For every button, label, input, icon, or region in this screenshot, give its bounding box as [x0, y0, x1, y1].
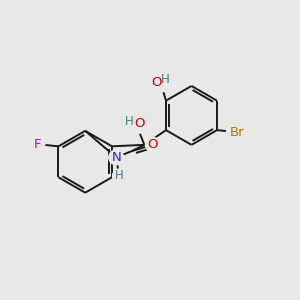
Circle shape	[226, 122, 247, 142]
Text: Br: Br	[230, 126, 244, 139]
Text: H: H	[115, 169, 124, 182]
Circle shape	[112, 169, 126, 182]
Text: O: O	[148, 138, 158, 151]
Text: H: H	[125, 116, 134, 128]
Circle shape	[124, 112, 147, 134]
Text: O: O	[134, 117, 145, 130]
Circle shape	[149, 70, 171, 92]
Circle shape	[30, 137, 45, 152]
Circle shape	[146, 137, 160, 152]
Text: O: O	[151, 76, 162, 89]
Text: H: H	[161, 73, 170, 86]
Text: F: F	[34, 138, 41, 151]
Circle shape	[109, 150, 124, 165]
Text: N: N	[111, 151, 121, 164]
